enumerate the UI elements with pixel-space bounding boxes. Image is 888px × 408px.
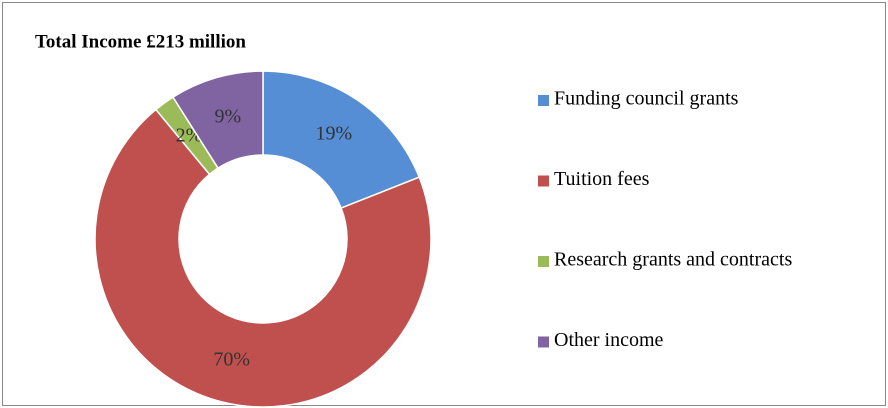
- legend-label: Research grants and contracts: [554, 249, 792, 271]
- data-label: 70%: [213, 349, 250, 371]
- legend-label: Funding council grants: [554, 88, 739, 110]
- data-label: 19%: [315, 122, 352, 144]
- legend-swatch: [538, 175, 549, 187]
- legend-label: Other income: [554, 329, 664, 351]
- doughnut-segment: [262, 70, 421, 210]
- doughnut-segment: [171, 70, 264, 170]
- chart-title: Total Income £213 million: [35, 31, 246, 52]
- doughnut-segment: [94, 108, 432, 408]
- legend-swatch: [538, 336, 549, 348]
- legend-swatch: [538, 95, 549, 106]
- legend-swatch: [538, 256, 549, 267]
- data-label: 9%: [215, 106, 242, 128]
- legend-label: Tuition fees: [554, 168, 650, 190]
